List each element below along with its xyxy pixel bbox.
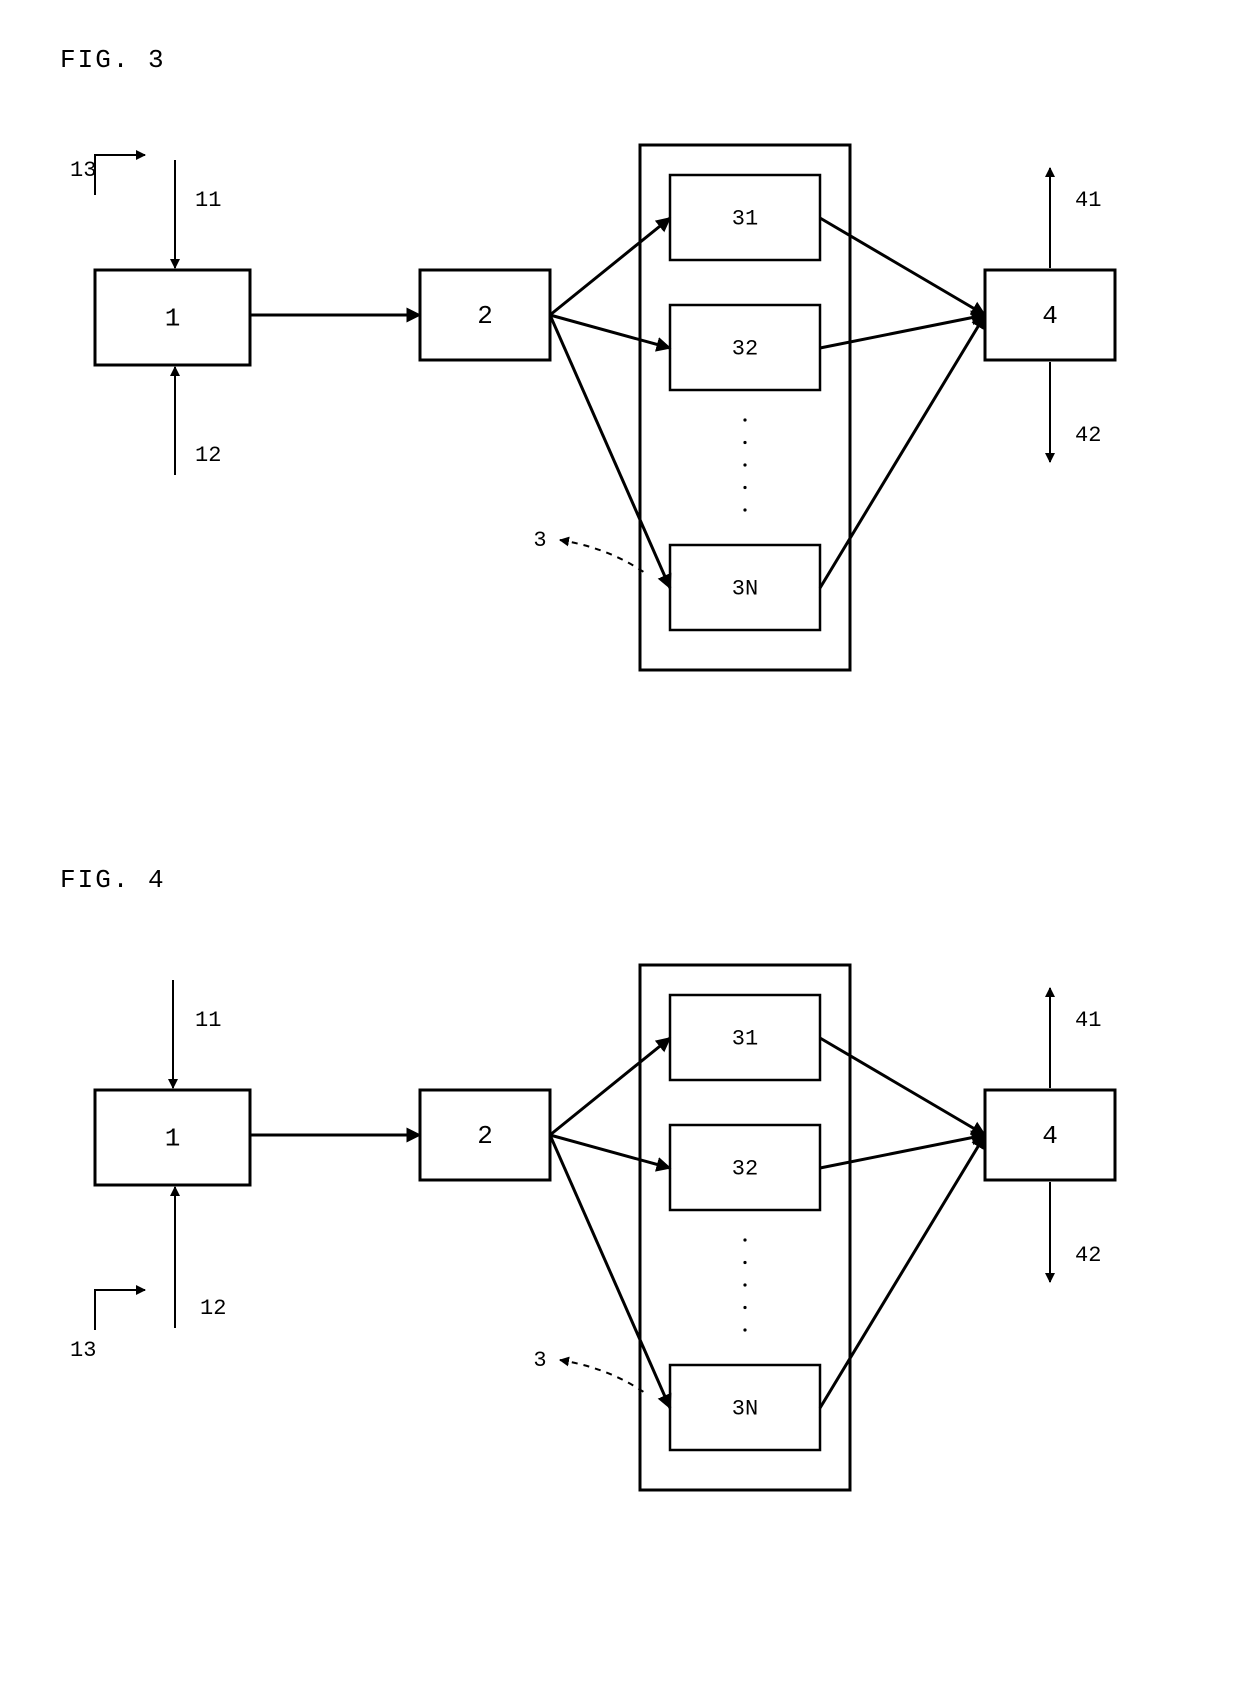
svg-text:FIG. 3: FIG. 3: [60, 45, 166, 75]
svg-text:FIG. 4: FIG. 4: [60, 865, 166, 895]
fig3: FIG. 331323N12431112134142: [60, 45, 1115, 670]
svg-text:13: 13: [70, 1338, 96, 1363]
svg-text:11: 11: [195, 1008, 221, 1033]
svg-text:42: 42: [1075, 423, 1101, 448]
svg-text:3N: 3N: [732, 576, 758, 601]
svg-text:32: 32: [732, 336, 758, 361]
svg-text:32: 32: [732, 1156, 758, 1181]
svg-text:3: 3: [533, 528, 546, 553]
svg-text:31: 31: [732, 206, 758, 231]
svg-text:4: 4: [1042, 301, 1058, 331]
svg-text:41: 41: [1075, 1008, 1101, 1033]
svg-text:13: 13: [70, 158, 96, 183]
svg-text:3: 3: [533, 1348, 546, 1373]
svg-text:1: 1: [165, 303, 181, 333]
svg-text:12: 12: [195, 443, 221, 468]
diagram-canvas: FIG. 331323N12431112134142FIG. 431323N12…: [0, 0, 1240, 1690]
svg-text:41: 41: [1075, 188, 1101, 213]
svg-text:1: 1: [165, 1123, 181, 1153]
svg-text:4: 4: [1042, 1121, 1058, 1151]
svg-text:2: 2: [477, 301, 493, 331]
svg-text:3N: 3N: [732, 1396, 758, 1421]
svg-text:11: 11: [195, 188, 221, 213]
fig4: FIG. 431323N12431112134142: [60, 865, 1115, 1490]
svg-text:2: 2: [477, 1121, 493, 1151]
svg-text:31: 31: [732, 1026, 758, 1051]
svg-text:42: 42: [1075, 1243, 1101, 1268]
svg-text:12: 12: [200, 1296, 226, 1321]
